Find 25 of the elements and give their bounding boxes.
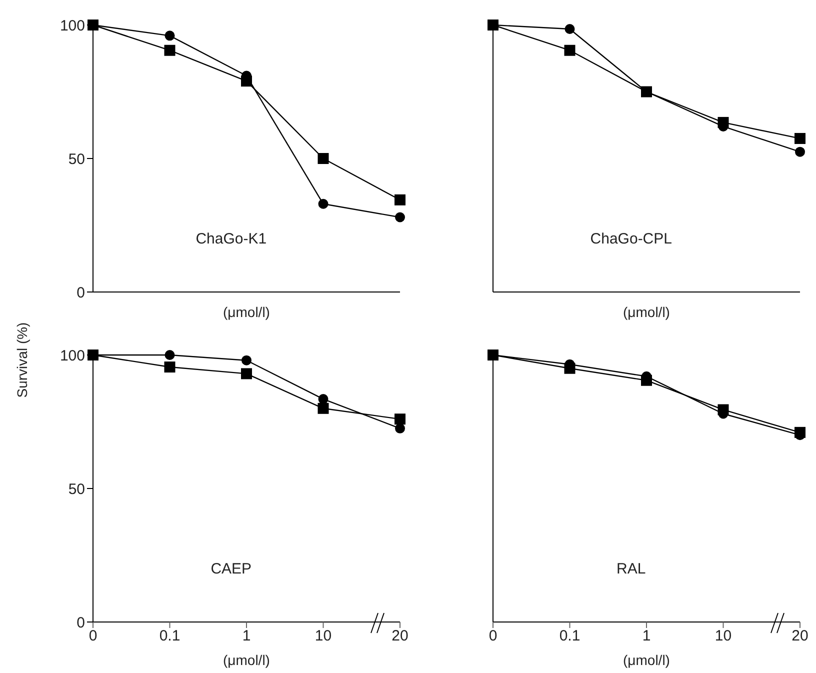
x-tick-label: 10 <box>314 628 332 645</box>
x-tick-label: 0.1 <box>559 628 580 645</box>
x-axis-title: (μmol/l) <box>623 652 670 668</box>
x-tick-label: 1 <box>242 628 251 645</box>
x-axis-title: (μmol/l) <box>223 652 270 668</box>
x-tick-label: 0.1 <box>159 628 180 645</box>
x-tick-label: 10 <box>714 628 732 645</box>
x-axis-title: (μmol/l) <box>223 304 270 320</box>
y-tick-label: 50 <box>68 480 85 498</box>
annotation: RAL <box>616 560 646 578</box>
y-axis-title: Survival (%) <box>14 322 30 398</box>
x-tick-label: 20 <box>392 628 408 645</box>
y-tick-label: 100 <box>60 347 85 364</box>
annotation: ChaGo-K1 <box>196 230 267 248</box>
annotation: CAEP <box>210 560 252 578</box>
x-axis-title: (μmol/l) <box>623 304 670 320</box>
annotation: ChaGo-CPL <box>590 230 672 248</box>
x-tick-label: 1 <box>642 628 651 645</box>
y-tick-label: 0 <box>76 614 85 632</box>
y-tick-label: 0 <box>76 284 85 302</box>
x-tick-label: 0 <box>488 628 498 645</box>
x-tick-label: 0 <box>88 628 98 645</box>
y-tick-label: 100 <box>60 17 85 34</box>
y-tick-label: 50 <box>68 150 85 168</box>
x-tick-label: 20 <box>792 628 808 645</box>
